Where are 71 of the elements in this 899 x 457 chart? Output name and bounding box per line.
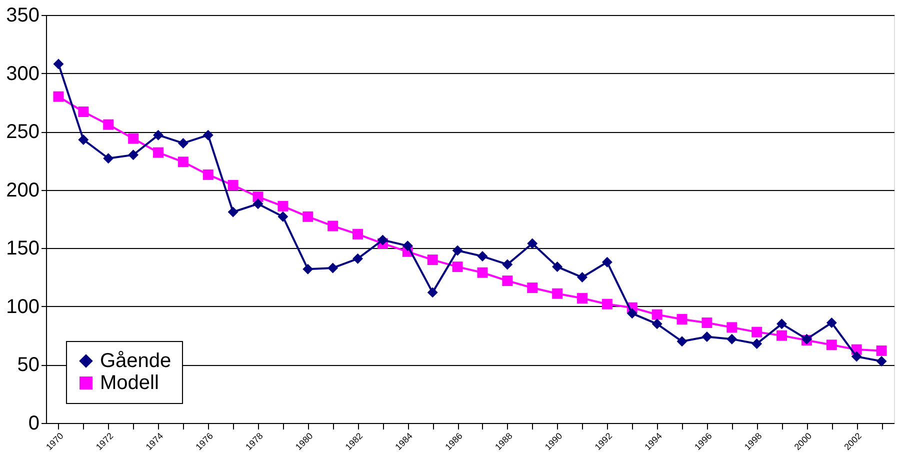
point [103, 153, 114, 164]
point [152, 147, 164, 158]
point [652, 309, 662, 320]
point [752, 338, 762, 349]
point [228, 180, 238, 190]
point [278, 211, 288, 222]
point [103, 119, 114, 130]
point [776, 330, 788, 341]
point [502, 259, 513, 270]
point [452, 262, 463, 272]
legend-label: Modell [100, 372, 159, 394]
point [328, 220, 338, 232]
point [552, 262, 563, 272]
point [477, 267, 488, 278]
point [752, 326, 762, 338]
y-tick-label: 300 [6, 62, 40, 85]
point [652, 318, 662, 330]
point [527, 238, 538, 249]
legend-label: Gående [100, 350, 172, 372]
point [726, 322, 738, 333]
y-tick-label: 50 [17, 354, 40, 376]
point [178, 138, 188, 148]
point [202, 169, 214, 180]
point [602, 256, 612, 268]
y-tick-label: 200 [6, 179, 40, 202]
point [676, 336, 688, 347]
point [776, 318, 788, 330]
point [152, 130, 164, 140]
y-tick-label: 0 [28, 412, 40, 434]
point [352, 228, 364, 240]
point [552, 288, 563, 299]
point [402, 240, 413, 252]
point [328, 262, 338, 274]
point [576, 293, 588, 304]
point [78, 106, 89, 117]
point [452, 245, 463, 256]
point [676, 314, 688, 324]
point [252, 198, 264, 210]
point [128, 133, 139, 144]
point [826, 340, 837, 350]
point [302, 264, 314, 274]
point [427, 254, 438, 266]
y-tick-label: 150 [6, 238, 40, 260]
point [427, 287, 438, 298]
point [702, 318, 712, 328]
point [702, 331, 712, 342]
point [726, 334, 738, 344]
point [876, 345, 887, 356]
point [626, 308, 638, 319]
point [502, 276, 513, 286]
y-tick-label: 100 [6, 296, 40, 318]
point [202, 130, 214, 140]
point [228, 206, 238, 218]
point [78, 134, 89, 145]
point [851, 351, 862, 362]
point [876, 356, 887, 366]
point [128, 150, 139, 160]
point [178, 156, 188, 168]
point [527, 282, 538, 294]
point [302, 211, 314, 222]
point [377, 234, 388, 246]
point [53, 58, 64, 70]
point [602, 298, 612, 310]
point [576, 272, 588, 283]
point [278, 200, 288, 212]
y-tick-label: 350 [6, 4, 40, 26]
y-tick-label: 250 [6, 121, 40, 144]
point [53, 91, 64, 102]
point [352, 253, 364, 264]
point [477, 251, 488, 262]
point [826, 318, 837, 328]
